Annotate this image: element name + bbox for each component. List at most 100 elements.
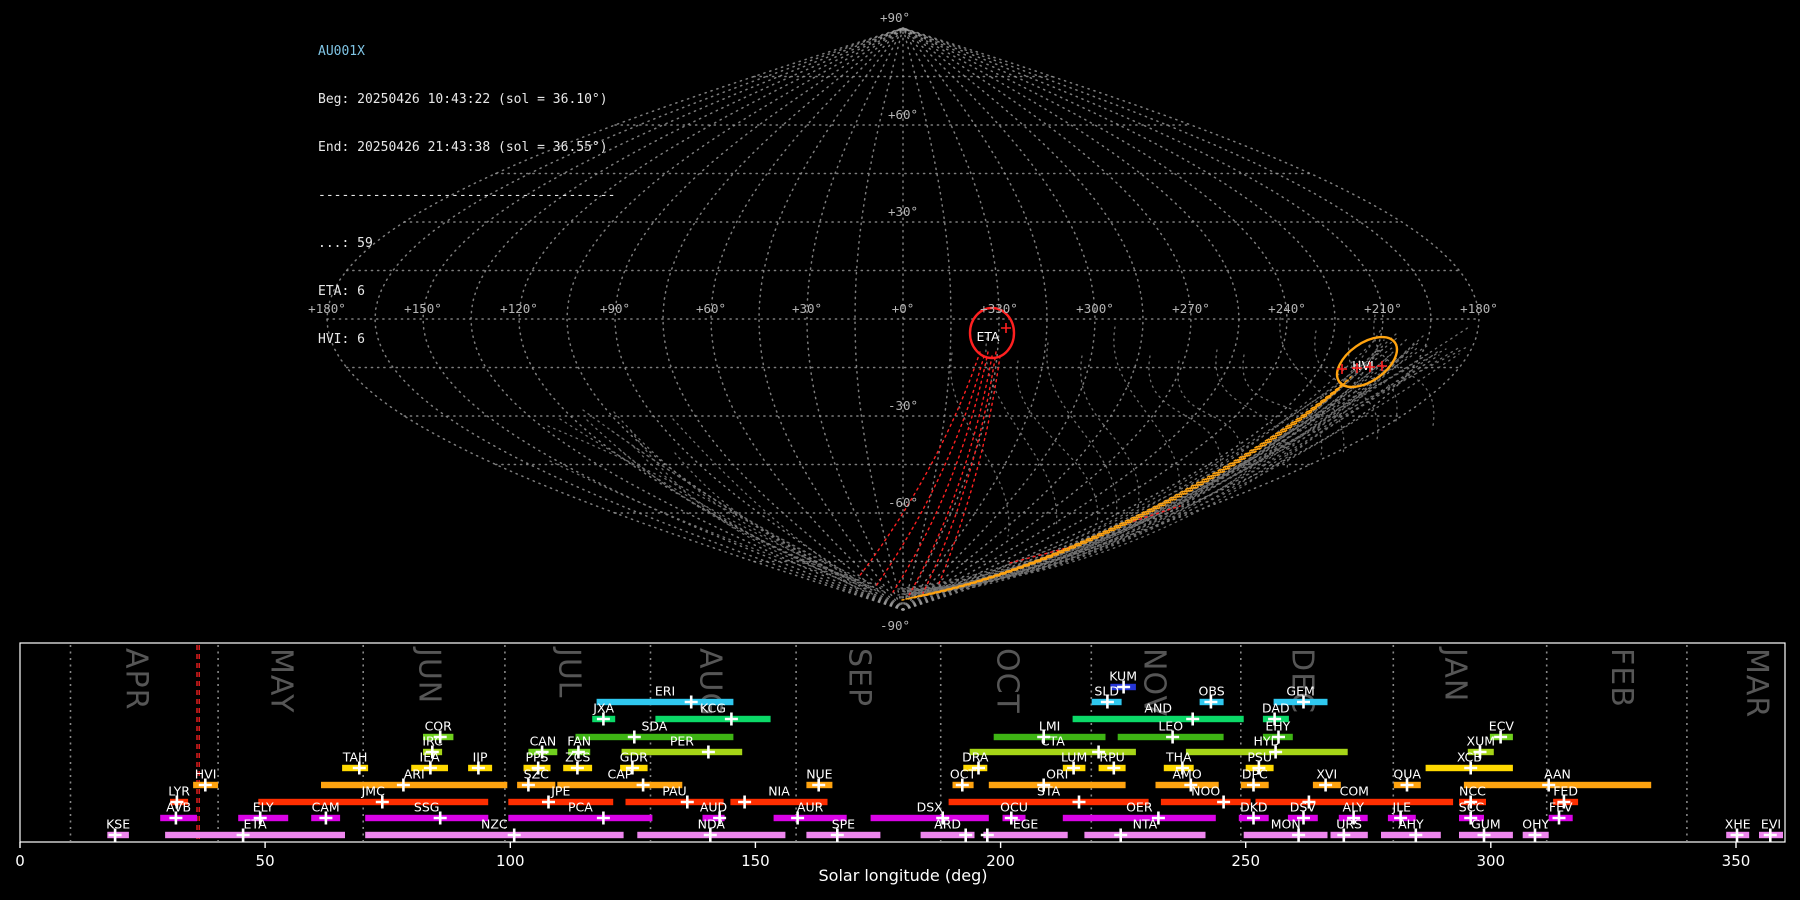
shower-peaks bbox=[108, 680, 1777, 842]
radiant-cross-mark bbox=[1352, 363, 1362, 373]
shower-label-nta: NTA bbox=[1133, 817, 1158, 832]
shower-bar-eta bbox=[165, 831, 345, 839]
shower-label-mon: MON bbox=[1271, 817, 1301, 832]
shower-peak-aur bbox=[791, 811, 805, 825]
drift-track bbox=[985, 337, 1058, 529]
longitude-label: +240° bbox=[1268, 301, 1306, 316]
drift-track bbox=[672, 418, 874, 594]
latitude-label: -60° bbox=[888, 495, 918, 510]
shower-label-ncc: NCC bbox=[1459, 784, 1486, 799]
shower-peak-qua bbox=[1400, 778, 1414, 792]
shower-peak-nta bbox=[1114, 828, 1128, 842]
shower-peak-fan bbox=[571, 745, 585, 759]
shower-label-nue: NUE bbox=[806, 767, 832, 782]
shower-labels: KUM ERI SLD OBS GEM JXA KCG AND DAD COR SDA LMI LEO E… bbox=[106, 669, 1781, 832]
shower-peak-gem bbox=[1297, 695, 1310, 709]
shower-bar-nia bbox=[730, 798, 828, 806]
shower-label-qua: QUA bbox=[1393, 767, 1421, 782]
drift-track bbox=[912, 326, 1470, 593]
meridian-line bbox=[902, 27, 952, 611]
meridian-line bbox=[902, 27, 1480, 611]
shower-peak-cap bbox=[636, 778, 650, 792]
shower-peak-xhe bbox=[1730, 828, 1744, 842]
shower-peak-sda bbox=[627, 730, 641, 744]
shower-bar-sta bbox=[948, 798, 1149, 806]
shower-label-nzc: NZC bbox=[481, 817, 508, 832]
shower-label-sda: SDA bbox=[641, 719, 667, 734]
shower-peak-can bbox=[535, 745, 549, 759]
shower-peak-ahy bbox=[1409, 828, 1423, 842]
eta-track bbox=[907, 355, 993, 598]
shower-label-gum: GUM bbox=[1471, 817, 1501, 832]
drift-track bbox=[1046, 342, 1118, 518]
shower-bar-jpe bbox=[508, 798, 614, 806]
shower-peak-lum bbox=[1067, 761, 1081, 775]
shower-label-jmc: JMC bbox=[361, 784, 385, 799]
drift-track bbox=[1347, 335, 1398, 422]
shower-label-gdr: GDR bbox=[620, 750, 648, 765]
axis-tick-label: 300 bbox=[1476, 852, 1505, 870]
drift-track bbox=[899, 353, 1429, 598]
month-label-mar: MAR bbox=[1739, 648, 1774, 718]
drift-track bbox=[901, 351, 1395, 590]
meridian-line bbox=[758, 27, 904, 611]
longitude-label: +300° bbox=[1076, 301, 1114, 316]
axis-tick-label: 0 bbox=[15, 852, 25, 870]
shower-peak-dra bbox=[972, 761, 985, 775]
drift-track bbox=[905, 359, 1388, 597]
shower-label-obs: OBS bbox=[1199, 684, 1225, 699]
shower-bar-kcg bbox=[655, 715, 771, 723]
hvi-track bbox=[905, 388, 1340, 600]
longitude-label: +120° bbox=[500, 301, 538, 316]
shower-label-oct: OCT bbox=[950, 767, 977, 782]
shower-peak-lyr bbox=[170, 795, 184, 809]
shower-label-ocu: OCU bbox=[1000, 800, 1028, 815]
shower-peak-ari bbox=[396, 778, 410, 792]
shower-bar-and bbox=[1072, 715, 1244, 723]
shower-label-aud: AUD bbox=[700, 800, 727, 815]
shower-bar-pca bbox=[508, 814, 653, 822]
shower-label-fan: FAN bbox=[567, 734, 591, 749]
axis-tick-label: 350 bbox=[1722, 852, 1751, 870]
shower-peak-xcb bbox=[1464, 761, 1478, 775]
shower-bar-szc bbox=[517, 781, 556, 789]
shower-peak-aly bbox=[1347, 811, 1361, 825]
radiant-ellipse-eta bbox=[968, 306, 1016, 360]
shower-bar-eri bbox=[596, 698, 734, 706]
shower-label-can: CAN bbox=[530, 734, 557, 749]
shower-label-pca: PCA bbox=[568, 800, 593, 815]
shower-peak-eta bbox=[236, 828, 250, 842]
meridian-line bbox=[902, 27, 1000, 611]
axis-tick-label: 200 bbox=[986, 852, 1015, 870]
drift-track bbox=[906, 335, 1424, 591]
shower-peak-jmc bbox=[375, 795, 389, 809]
eta-track bbox=[1009, 544, 1079, 564]
latitude-label: +30° bbox=[888, 204, 918, 219]
shower-peak-gdr bbox=[625, 761, 639, 775]
shower-label-dra: DRA bbox=[962, 750, 989, 765]
drift-track bbox=[950, 352, 1010, 537]
shower-peak-jxa bbox=[596, 712, 610, 726]
shower-label-ely: ELY bbox=[253, 800, 274, 815]
shower-peak-ohy bbox=[1528, 828, 1542, 842]
shower-label-xhe: XHE bbox=[1725, 817, 1751, 832]
shower-peak-sta bbox=[1072, 795, 1086, 809]
shower-peak-evi bbox=[1763, 828, 1777, 842]
shower-peak-xum bbox=[1473, 745, 1487, 759]
shower-bar-nzc bbox=[365, 831, 624, 839]
longitude-label: +90° bbox=[600, 301, 630, 316]
shower-peak-oer bbox=[1151, 811, 1165, 825]
shower-bar-cap bbox=[557, 781, 683, 789]
drift-track bbox=[910, 353, 1460, 595]
hvi-drift-tracks bbox=[901, 376, 1352, 601]
separator: -------------------------------------- bbox=[318, 188, 616, 203]
shower-bar-ari bbox=[321, 781, 508, 789]
month-label-oct: OCT bbox=[989, 648, 1024, 714]
drift-track bbox=[897, 349, 1441, 590]
shower-label-ege: EGE bbox=[1013, 817, 1039, 832]
begin-line: Beg: 20250426 10:43:22 (sol = 36.10°) bbox=[318, 92, 608, 107]
shower-peak-and bbox=[1186, 712, 1200, 726]
drift-track bbox=[633, 446, 876, 596]
shower-label-ssg: SSG bbox=[414, 800, 440, 815]
